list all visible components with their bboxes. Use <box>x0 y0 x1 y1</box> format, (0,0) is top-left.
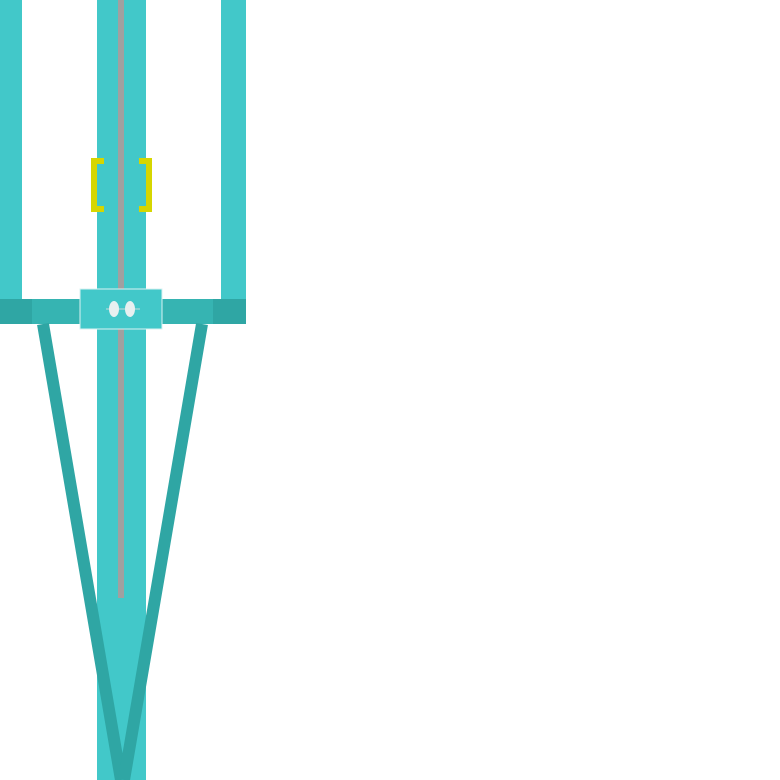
carriage[interactable] <box>79 288 163 330</box>
crossbar-right-cap <box>213 299 246 324</box>
pulley-icon <box>109 301 135 317</box>
left-support-strut <box>37 322 127 780</box>
right-support-strut <box>118 322 208 780</box>
bracket-marker-icon <box>91 158 152 212</box>
left-frame-post <box>0 0 22 300</box>
crossbar-left-cap <box>0 299 32 324</box>
right-frame-post <box>221 0 246 300</box>
